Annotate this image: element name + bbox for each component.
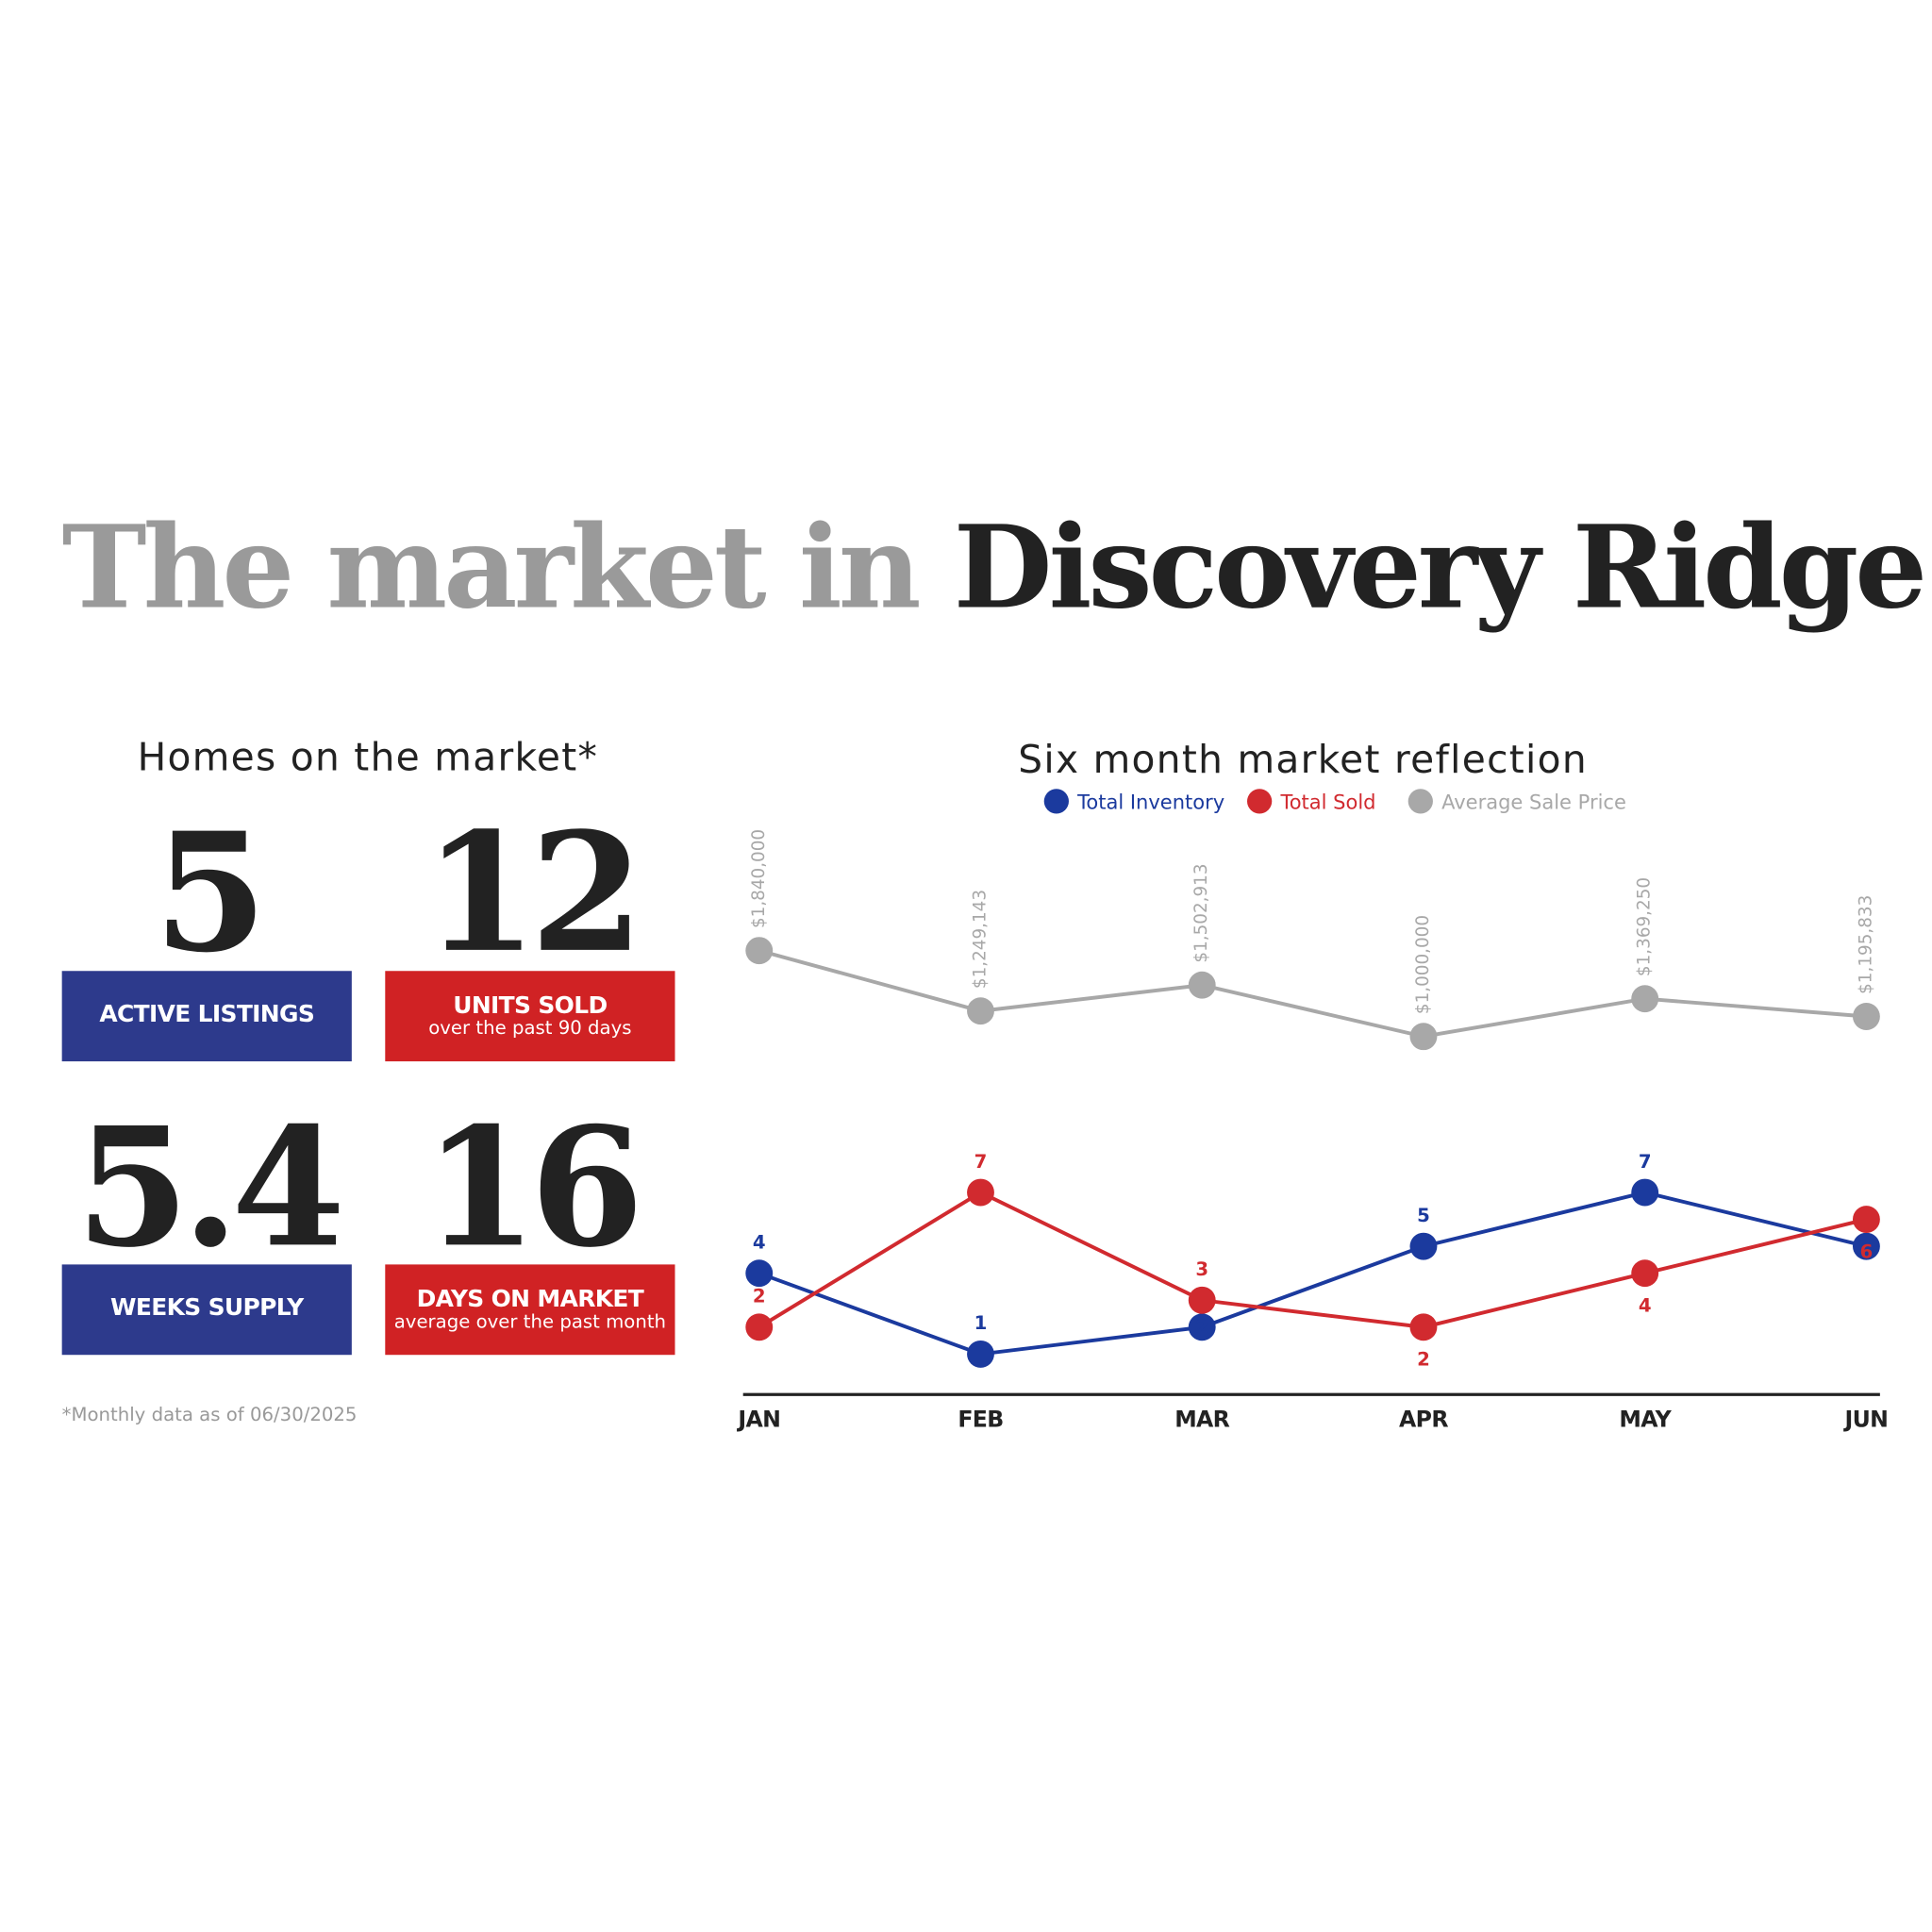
data-label: 1	[974, 1312, 988, 1334]
data-point	[967, 997, 994, 1025]
stat-box	[61, 971, 352, 1062]
data-label: 2	[753, 1286, 766, 1307]
stat-value: 5.4	[75, 1091, 339, 1283]
stat-sublabel: average over the past month	[394, 1310, 666, 1332]
series-line	[758, 948, 1867, 1039]
legend-label: Average Sale Price	[1441, 791, 1626, 813]
x-tick-label: FEB	[958, 1406, 1003, 1432]
x-tick-label: MAR	[1174, 1406, 1229, 1432]
data-point	[1852, 1206, 1880, 1234]
stat-box	[385, 1264, 675, 1356]
data-label: 4	[1639, 1294, 1652, 1316]
data-point	[1852, 1232, 1880, 1260]
footnote: *Monthly data as of 06/30/2025	[62, 1404, 358, 1425]
stat-sublabel: over the past 90 days	[428, 1017, 631, 1039]
data-point	[1188, 1313, 1216, 1341]
title-part: The market in	[62, 501, 920, 634]
stat-value: 5	[154, 796, 260, 989]
stat-label: WEEKS SUPPLY	[110, 1293, 305, 1321]
title-part: Discovery Ridge	[954, 501, 1924, 634]
data-label: 6	[1860, 1241, 1874, 1262]
data-label: 2	[1417, 1349, 1430, 1371]
data-point	[1409, 1232, 1438, 1260]
stat-value: 12	[424, 796, 636, 989]
data-label: 7	[974, 1151, 988, 1173]
legend-label: Total Sold	[1279, 791, 1375, 813]
stat-label: UNITS SOLD	[453, 991, 607, 1019]
stats-heading: Homes on the market*	[138, 735, 599, 780]
data-label: $1,195,833	[1856, 895, 1875, 994]
stat-label: DAYS ON MARKET	[417, 1285, 644, 1312]
data-label: $1,000,000	[1413, 915, 1433, 1014]
stat-value: 16	[424, 1091, 636, 1283]
data-point	[1409, 1313, 1438, 1341]
data-label: 4	[753, 1231, 766, 1253]
data-point	[745, 1313, 774, 1341]
chart-title: Six month market reflection	[1018, 737, 1588, 782]
data-point	[1852, 1003, 1880, 1030]
data-point	[1188, 1286, 1216, 1314]
data-label: $1,502,913	[1191, 863, 1211, 962]
series-line	[758, 1190, 1867, 1357]
x-tick-label: MAY	[1619, 1406, 1672, 1432]
legend-marker	[1043, 789, 1069, 814]
data-point	[1409, 1023, 1438, 1051]
data-point	[745, 937, 774, 965]
data-point	[1631, 1178, 1659, 1207]
data-point	[1188, 971, 1216, 999]
data-point	[1631, 985, 1659, 1013]
data-label: $1,369,250	[1635, 877, 1655, 976]
legend-marker	[1247, 789, 1273, 814]
stat-box	[61, 1264, 352, 1356]
x-tick-label: JAN	[736, 1406, 780, 1432]
stat-label: ACTIVE LISTINGS	[99, 1000, 314, 1027]
series-line	[758, 1190, 1867, 1329]
title: The market in Discovery Ridge	[62, 501, 1924, 634]
data-label: 2	[1195, 1316, 1208, 1338]
x-tick-label: JUN	[1843, 1406, 1889, 1432]
data-label: 3	[1195, 1258, 1208, 1280]
data-label: 7	[1639, 1151, 1652, 1173]
data-point	[1631, 1259, 1659, 1288]
legend-marker	[1407, 789, 1433, 814]
chart: Total Inventory Total Sold Average Sale Pr…	[736, 789, 1889, 1432]
legend-label: Total Inventory	[1076, 791, 1224, 813]
x-tick-label: APR	[1399, 1406, 1448, 1432]
data-label: $1,249,143	[970, 890, 990, 989]
data-label: 5	[1417, 1205, 1430, 1226]
data-point	[745, 1259, 774, 1288]
stat-box	[385, 971, 675, 1062]
data-point	[967, 1340, 994, 1368]
data-point	[967, 1178, 994, 1207]
data-label: $1,840,000	[749, 829, 769, 928]
